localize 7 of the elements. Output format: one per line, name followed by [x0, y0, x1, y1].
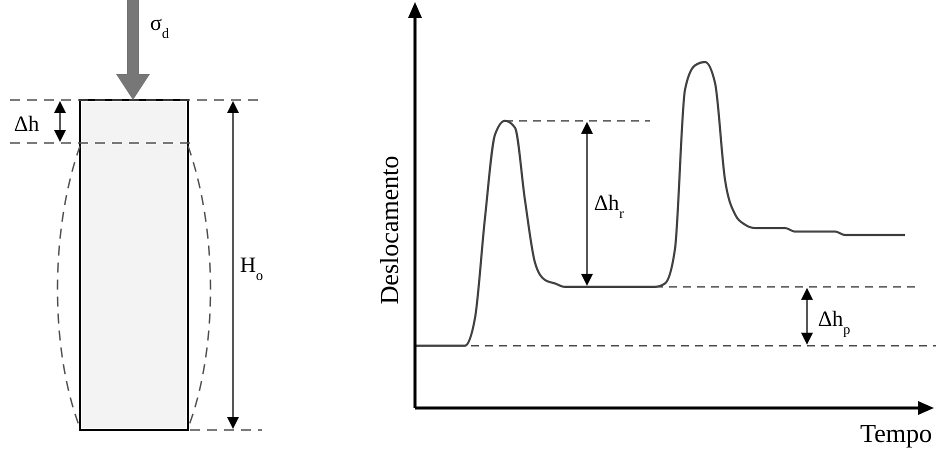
- text: Δh: [14, 111, 40, 136]
- text: σ$_{d}$: [150, 10, 170, 42]
- x-axis-title: Tempo: [860, 419, 932, 448]
- y-axis-title: Deslocamento: [375, 156, 404, 304]
- text: H$_{o}$: [240, 252, 264, 284]
- annotation: Δh$_{r}$: [594, 190, 624, 222]
- annotation: Δh$_{p}$: [818, 306, 850, 338]
